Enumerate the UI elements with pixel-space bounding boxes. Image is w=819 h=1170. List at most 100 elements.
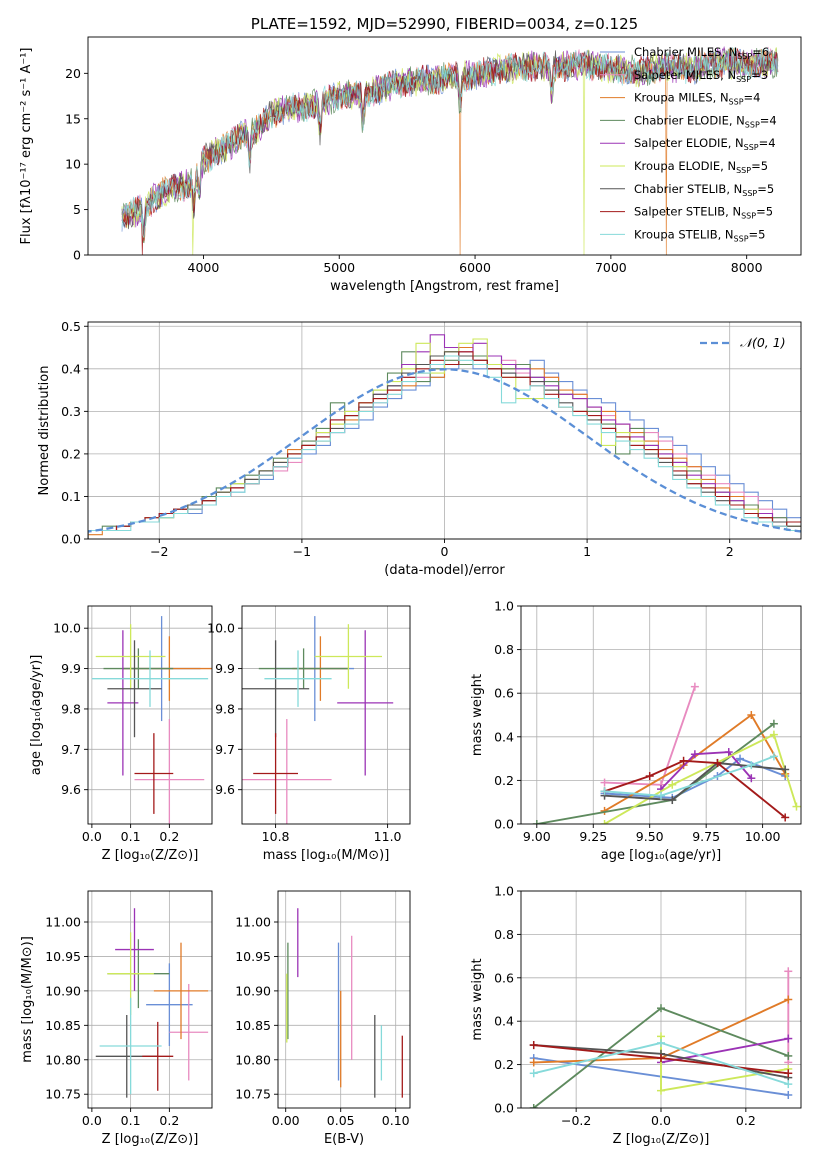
x-tick-label: 0.2 [159,829,179,844]
weight-series-line [604,755,775,797]
y-tick-label: 1.0 [494,884,514,899]
legend-series-name: Kroupa STELIB, N [634,227,734,241]
weight-series-line [604,713,787,812]
legend-nssp-value: =4 [744,91,761,105]
weight-point-marker [657,791,665,800]
errorbar-point [107,640,162,738]
x-tick-label: 8000 [731,260,763,275]
legend-nssp-value: =5 [757,182,774,196]
legend-subscript: SSP [736,75,751,84]
spectrum-title: PLATE=1592, MJD=52990, FIBERID=0034, z=0… [251,15,638,33]
weight-point-marker [529,1041,538,1050]
y-tick-label: 0.4 [494,729,514,744]
x-tick-label: −1 [293,544,311,559]
x-axis-label: Z [log₁₀(Z/Z⊙)] [613,1132,710,1147]
weight-point-marker [784,995,793,1004]
weight-point-marker [690,750,699,759]
z-age-panel: 0.0 0.1 0.2 9.6 9.7 9.8 9.9 10.0 Z [log₁₀(Z/Z⊙)]… [29,605,213,863]
legend-series-name: Kroupa ELODIE, N [634,159,736,173]
y-tick-label: 0.4 [494,1014,514,1029]
x-axis-label: wavelength [Angstrom, rest frame] [330,279,559,294]
x-tick-label: 9.50 [636,829,664,844]
legend-label: Chabrier STELIB, NSSP=5 [634,182,774,198]
legend-nssp-value: =5 [749,227,766,241]
weight-point-marker [747,711,756,719]
y-tick-label: 10.75 [45,1087,81,1102]
y-tick-label: 20 [65,66,81,81]
weight-point-marker [657,1054,665,1063]
plot-area [242,616,394,824]
legend-series-name: Kroupa MILES, N [634,91,729,105]
legend-subscript: SSP [737,52,752,61]
axes: −2 −1 0 1 2 0.0 0.1 0.2 0.3 0.4 0.5 (data-model)/er… [37,319,802,578]
legend-series-name: Chabrier STELIB, N [634,182,742,196]
x-tick-label: 0.00 [272,1113,300,1128]
y-tick-label: 0.0 [494,817,514,832]
weight-point-marker [645,772,654,781]
axes: −0.2 0.0 0.2 0.0 0.2 0.4 0.6 0.8 1.0 Z [log₁₀(Z/Z… [470,884,802,1147]
weight-series-line [660,1037,789,1064]
weight-point-marker [769,752,778,761]
x-axis-label: E(B-V) [324,1132,364,1147]
x-tick-label: 0.0 [651,1113,671,1128]
spectrum-series-line [121,47,779,239]
legend-series-name: Salpeter STELIB, N [634,205,741,219]
errorbar-point [242,640,310,738]
y-tick-label: 10.90 [235,983,271,998]
weight-point-marker [784,1090,793,1099]
legend-subscript: SSP [741,212,756,221]
x-tick-label: 10.8 [262,829,290,844]
errorbar-point [103,648,174,689]
x-tick-label: 7000 [595,260,627,275]
weight-point-marker [529,1069,538,1078]
errorbar-point [95,624,166,689]
legend-series-name: Chabrier MILES, N [634,45,737,59]
x-tick-label: 0.10 [382,1113,410,1128]
axes-frame [520,605,802,825]
legend-subscript: SSP [729,98,744,107]
errorbar-point [242,719,332,824]
weight-point-marker [769,730,778,739]
weight-point-marker [784,1034,793,1043]
weight-point-marker [600,787,609,796]
weight-point-marker [657,1086,665,1095]
x-tick-label: 6000 [459,260,491,275]
y-tick-label: 0.2 [494,1057,514,1072]
x-tick-label: 11.0 [374,829,402,844]
errorbar-point [146,963,193,1046]
y-tick-label: 0.2 [494,773,514,788]
legend-series-name: Salpeter ELODIE, N [634,136,744,150]
x-tick-label: −2 [150,544,168,559]
y-tick-label: 9.9 [61,661,81,676]
errorbar-point [134,719,205,824]
y-tick-label: 5 [73,202,81,217]
axes-frame [241,605,411,825]
y-tick-label: 0.3 [61,404,81,419]
x-tick-label: 4000 [188,260,220,275]
y-tick-label: 9.9 [215,661,235,676]
y-tick-label: 0 [73,248,81,263]
x-tick-label: 9.25 [579,829,607,844]
y-tick-label: 0.8 [494,927,514,942]
weight-point-marker [747,774,756,783]
y-axis-label: mass weight [470,674,485,756]
x-axis-label: age [log₁₀(age/yr)] [601,848,722,863]
plot-area [91,616,212,824]
x-tick-label: 5000 [323,260,355,275]
x-axis-label: Z [log₁₀(Z/Z⊙)] [102,848,199,863]
grid-lines [242,606,410,824]
legend-nssp-value: =4 [759,136,776,150]
plot-area [286,908,403,1098]
weight-point-marker [781,765,790,774]
y-tick-label: 1.0 [494,599,514,614]
axes: 9.00 9.25 9.50 9.75 10.00 0.0 0.2 0.4 0.6 0.8 1.0 a… [470,599,802,863]
errorbar-point [258,648,349,689]
errorbar-point [264,650,332,707]
weight-point-marker [724,748,733,757]
weight-point-marker [784,967,793,976]
y-tick-label: 10.0 [53,621,81,636]
z-mass-panel: 0.0 0.1 0.2 10.75 10.80 10.85 10.90 10.95 11.00 Z… [20,890,213,1147]
y-tick-label: 9.6 [215,782,235,797]
weight-point-marker [529,1104,538,1108]
weight-point-marker [668,796,677,805]
